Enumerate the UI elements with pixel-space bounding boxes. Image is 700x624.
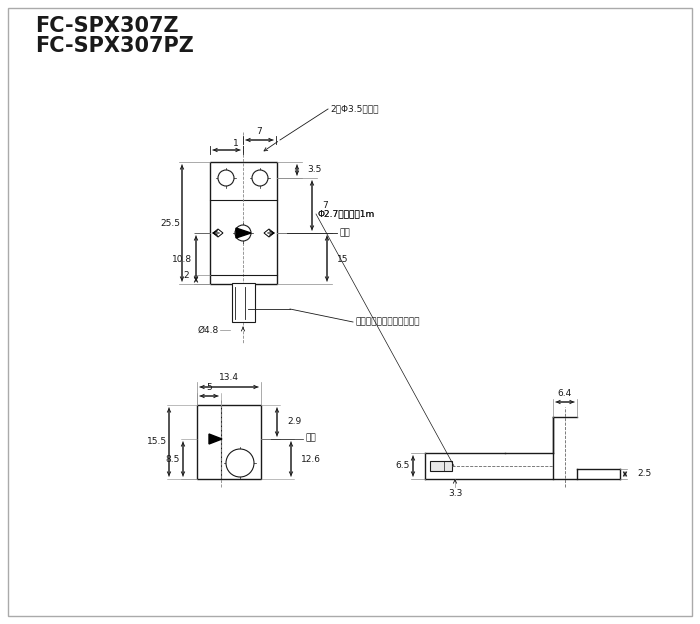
Circle shape (252, 170, 268, 186)
Text: 2: 2 (183, 270, 189, 280)
Text: 6.5: 6.5 (395, 462, 410, 470)
Text: Φ2.7電繌，長1m: Φ2.7電繌，長1m (318, 210, 375, 218)
Bar (197, 405, 261, 479)
Text: 光軸: 光軸 (339, 228, 350, 238)
Text: 25.5: 25.5 (160, 218, 180, 228)
Text: 6.4: 6.4 (558, 389, 572, 399)
Text: 7: 7 (256, 127, 262, 137)
Text: 工作狀態指示燈（朱紅色）: 工作狀態指示燈（朱紅色） (355, 318, 419, 326)
Text: 15.5: 15.5 (147, 437, 167, 447)
Polygon shape (209, 434, 222, 444)
Bar (210, 162, 277, 284)
Bar (430, 461, 452, 471)
Text: FC-SPX307Z: FC-SPX307Z (35, 16, 178, 36)
Circle shape (218, 170, 234, 186)
Text: 8.5: 8.5 (166, 454, 180, 464)
Bar (232, 283, 255, 322)
Circle shape (235, 225, 251, 241)
Circle shape (226, 449, 254, 477)
Text: 2.5: 2.5 (637, 469, 651, 479)
Text: 3.3: 3.3 (448, 489, 462, 497)
Text: 15: 15 (337, 255, 349, 263)
Text: 3.5: 3.5 (307, 165, 321, 175)
Text: 10.8: 10.8 (172, 255, 192, 263)
Text: 1: 1 (233, 139, 239, 147)
Text: 2.9: 2.9 (287, 417, 301, 426)
Text: 光軸: 光軸 (305, 434, 316, 442)
Text: FC-SPX307PZ: FC-SPX307PZ (35, 36, 194, 56)
Text: Ø4.8: Ø4.8 (198, 326, 219, 334)
Text: 12.6: 12.6 (301, 454, 321, 464)
Text: Φ2.7電繌，長1m: Φ2.7電繌，長1m (318, 210, 375, 218)
Text: 7: 7 (322, 202, 328, 210)
Text: 13.4: 13.4 (219, 374, 239, 383)
Text: 5: 5 (206, 384, 212, 392)
Text: 2個Φ3.5安裝孔: 2個Φ3.5安裝孔 (330, 104, 379, 114)
Polygon shape (236, 228, 251, 238)
